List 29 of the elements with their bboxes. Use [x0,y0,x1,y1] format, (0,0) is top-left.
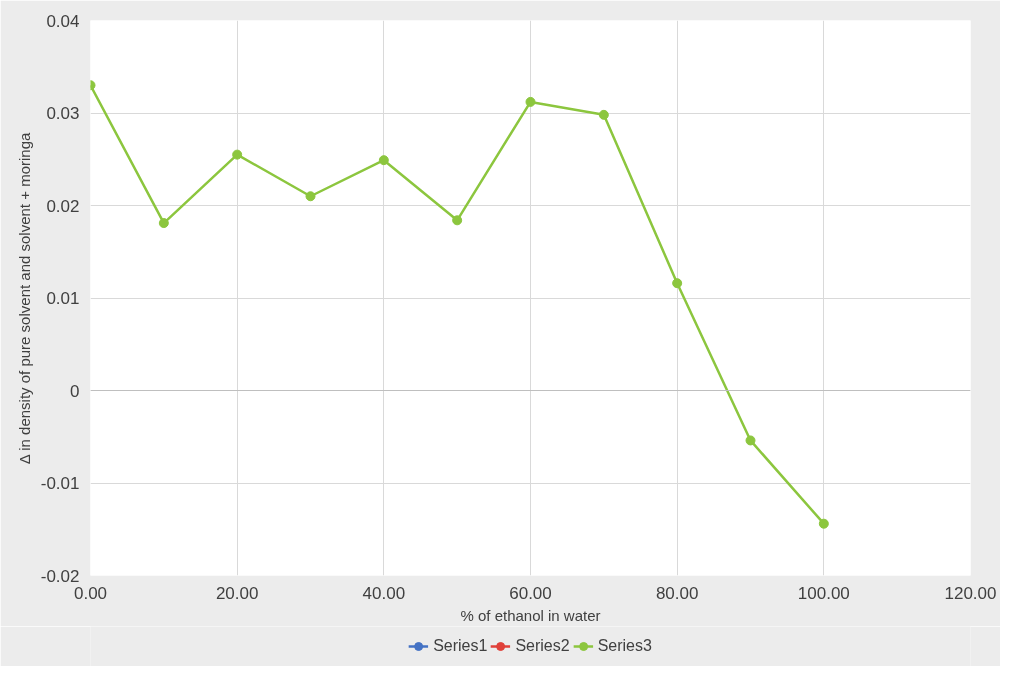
x-tick-label: 80.00 [655,583,699,603]
point [378,155,389,166]
y-tick-label: 0.01 [46,289,80,308]
x-tick-label: 0.00 [73,583,108,603]
legend-label: Series3 [597,637,652,655]
point [818,518,829,529]
y-axis-title: Δ in density of pure solvent and solvent + moringa [15,132,33,465]
legend-label: Series2 [515,637,570,655]
point [232,149,243,160]
point [452,215,463,226]
x-axis-title: % of ethanol in water [460,606,601,624]
point [158,218,169,229]
y-tick-label: 0.03 [46,104,80,123]
point [305,191,316,202]
point [672,278,683,289]
y-tick-label: 0 [70,381,80,401]
y-tick-label: 0.04 [46,11,80,31]
point [598,109,609,120]
point [745,435,756,446]
x-tick-label: 100.00 [797,583,850,603]
x-tick-label: 20.00 [215,583,259,603]
x-tick-label: 40.00 [362,583,406,603]
legend-label: Series1 [433,637,488,655]
y-tick-label: -0.02 [40,566,80,586]
y-tick-label: 0.02 [46,196,80,216]
y-tick-label: -0.01 [40,474,80,493]
point [525,96,536,107]
x-tick-label: 60.00 [509,583,552,603]
x-tick-label: 120.00 [944,583,997,603]
